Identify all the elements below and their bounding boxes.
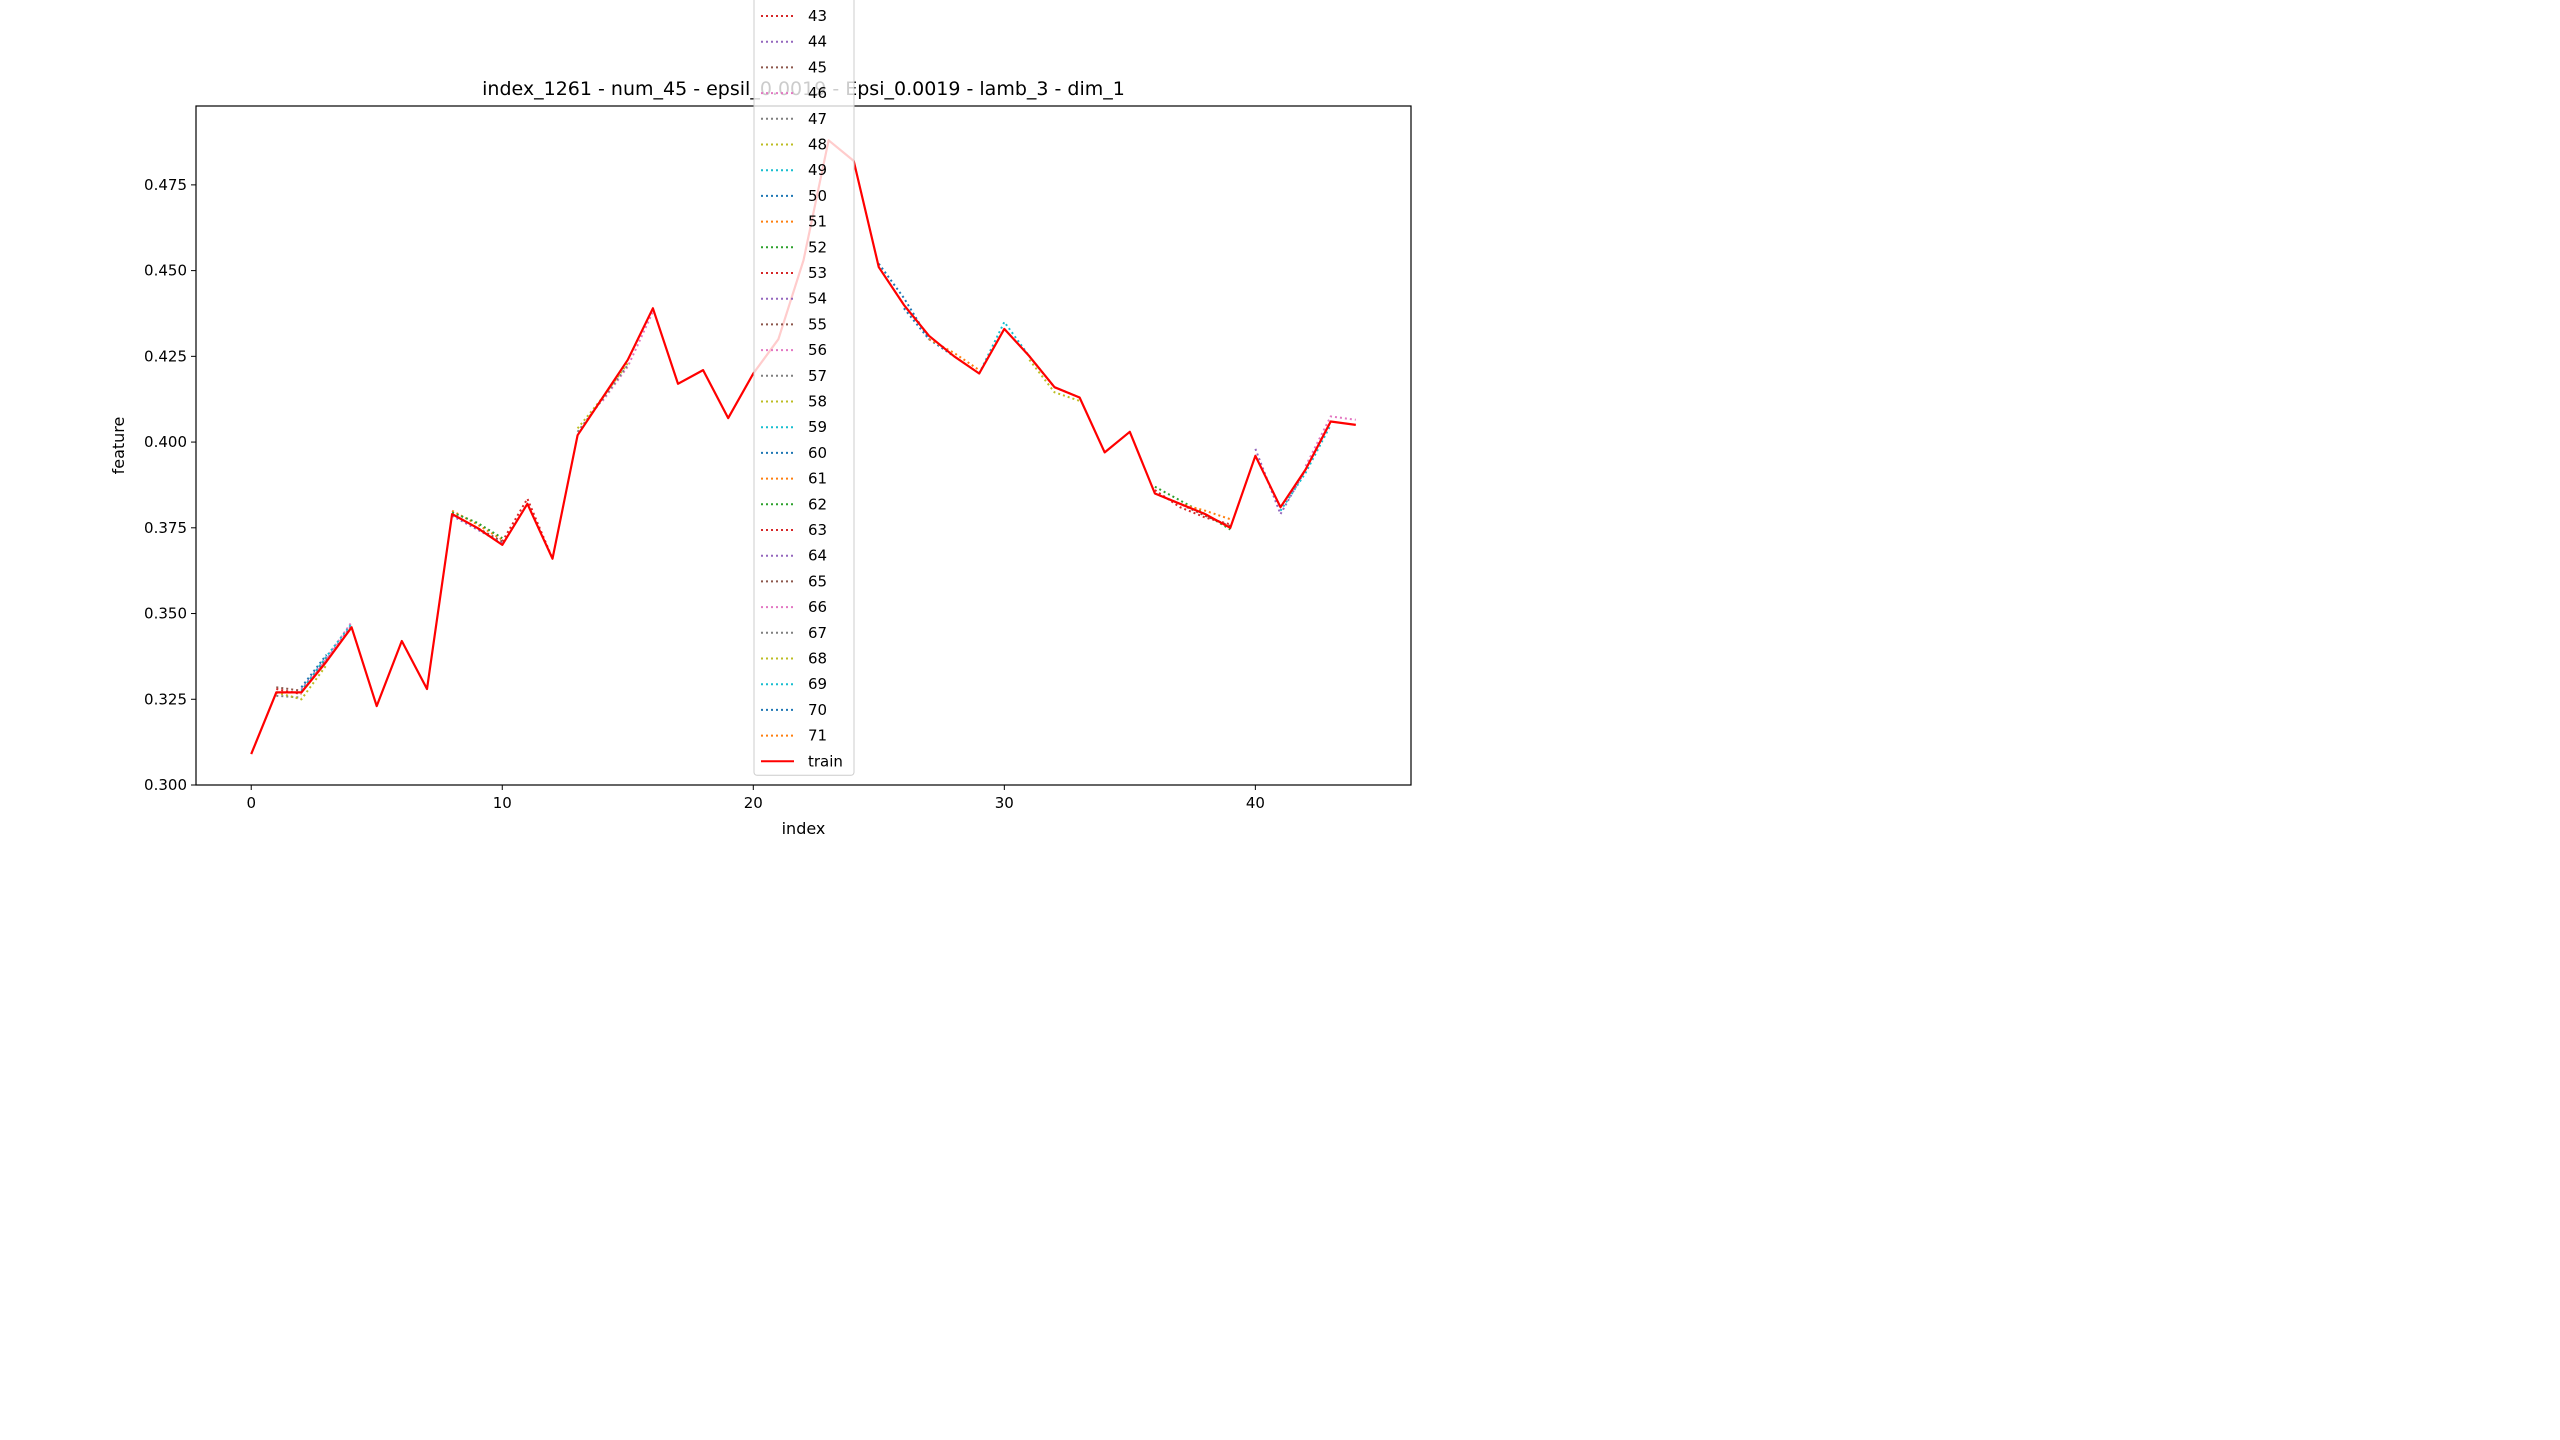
y-tick-label: 0.450	[144, 262, 187, 280]
legend-label: 60	[808, 444, 827, 462]
y-tick-label: 0.400	[144, 433, 187, 451]
x-tick-label: 20	[744, 794, 763, 812]
legend-label: 61	[808, 470, 827, 488]
x-tick-label: 10	[493, 794, 512, 812]
prediction-series-line	[276, 664, 328, 701]
x-axis-label: index	[782, 819, 826, 838]
prediction-series-line	[501, 496, 554, 560]
prediction-series-line	[928, 338, 980, 371]
legend-label: 51	[808, 213, 827, 231]
y-tick-label: 0.375	[144, 519, 187, 537]
legend-label: 71	[808, 727, 827, 745]
legend-label: 48	[808, 136, 827, 154]
prediction-series-line	[978, 320, 1031, 374]
legend-label: 63	[808, 521, 827, 539]
legend-label: 58	[808, 393, 827, 411]
legend-label: 45	[808, 58, 827, 76]
legend-label: 54	[808, 290, 827, 308]
y-tick-label: 0.300	[144, 776, 187, 794]
prediction-series-line	[300, 654, 328, 688]
y-axis-label: feature	[109, 417, 128, 475]
y-axis-ticks: 0.300 0.325 0.350 0.375 0.400 0.425 0.450 0.475	[144, 176, 196, 794]
chart-figure: index_1261 - num_45 - epsil_0.0019 - Eps…	[0, 0, 1550, 872]
legend-label: train	[808, 752, 843, 770]
prediction-series-line	[1028, 359, 1080, 402]
y-tick-label: 0.475	[144, 176, 187, 194]
legend-label: 66	[808, 598, 827, 616]
x-axis-ticks: 0 10 20 30 40	[246, 785, 1265, 812]
x-tick-label: 0	[246, 794, 256, 812]
legend-label: 53	[808, 264, 827, 282]
legend-box	[753, 0, 855, 776]
legend-label: 43	[808, 7, 827, 25]
legend-label: 62	[808, 495, 827, 513]
y-tick-label: 0.425	[144, 347, 187, 365]
legend-label: 68	[808, 650, 827, 668]
legend-label: 47	[808, 110, 827, 128]
y-tick-label: 0.350	[144, 605, 187, 623]
x-tick-label: 40	[1246, 794, 1265, 812]
legend-label: 69	[808, 675, 827, 693]
prediction-series-line	[1304, 415, 1356, 467]
legend-label: 56	[808, 341, 827, 359]
legend-label: 65	[808, 572, 827, 590]
legend-label: 57	[808, 367, 827, 385]
legend-label: 52	[808, 238, 827, 256]
legend-label: 49	[808, 161, 827, 179]
legend-label: 64	[808, 547, 827, 565]
prediction-series-line	[451, 511, 503, 539]
x-tick-label: 30	[995, 794, 1014, 812]
line-chart: index_1261 - num_45 - epsil_0.0019 - Eps…	[109, 0, 1412, 838]
legend-label: 46	[808, 84, 827, 102]
y-tick-label: 0.325	[144, 690, 187, 708]
prediction-series-line	[1179, 502, 1231, 521]
prediction-series-line	[1154, 489, 1231, 526]
legend-label: 67	[808, 624, 827, 642]
prediction-series-line	[1254, 421, 1332, 517]
legend: 43 44 45 46 47 48 49 50 51 52 53 54 55 56 57 58 59 60 61 62…	[753, 0, 855, 776]
legend-label: 70	[808, 701, 827, 719]
legend-label: 55	[808, 315, 827, 333]
prediction-series-line	[1279, 424, 1332, 512]
prediction-series-line	[451, 509, 503, 541]
legend-label: 59	[808, 418, 827, 436]
legend-label: 44	[808, 33, 827, 51]
legend-label: 50	[808, 187, 827, 205]
